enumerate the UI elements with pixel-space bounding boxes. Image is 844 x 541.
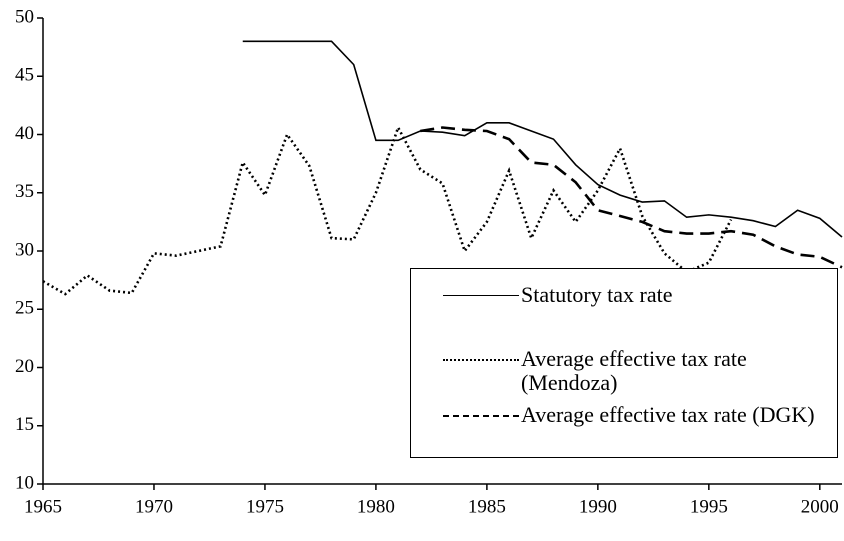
legend-swatch [443,359,519,361]
x-tick-label: 1990 [579,496,617,517]
legend-swatch [443,295,519,296]
x-tick-label: 1970 [135,496,173,517]
legend-label: Statutory tax rate [521,282,673,307]
x-tick-label: 1995 [690,496,728,517]
y-tick-label: 50 [15,6,34,27]
x-tick-label: 1980 [357,496,395,517]
x-tick-label: 1975 [246,496,284,517]
legend: Statutory tax rate Average effective tax … [410,268,838,458]
legend-label: Average effective tax rate (DGK) [521,402,815,427]
y-tick-label: 40 [15,123,34,144]
x-tick-label: 1965 [24,496,62,517]
y-tick-label: 10 [15,472,34,493]
series-line [420,126,843,269]
y-tick-label: 30 [15,239,34,260]
y-tick-label: 35 [15,181,34,202]
legend-label: Average effective tax rate (Mendoza) [521,346,747,395]
series-line [242,40,843,238]
x-tick-label: 1985 [468,496,506,517]
x-tick-label: 2000 [801,496,839,517]
y-tick-label: 20 [15,356,34,377]
y-tick-label: 45 [15,65,34,86]
y-tick-label: 15 [15,414,34,435]
legend-swatch [443,415,519,417]
y-tick-label: 25 [15,298,34,319]
